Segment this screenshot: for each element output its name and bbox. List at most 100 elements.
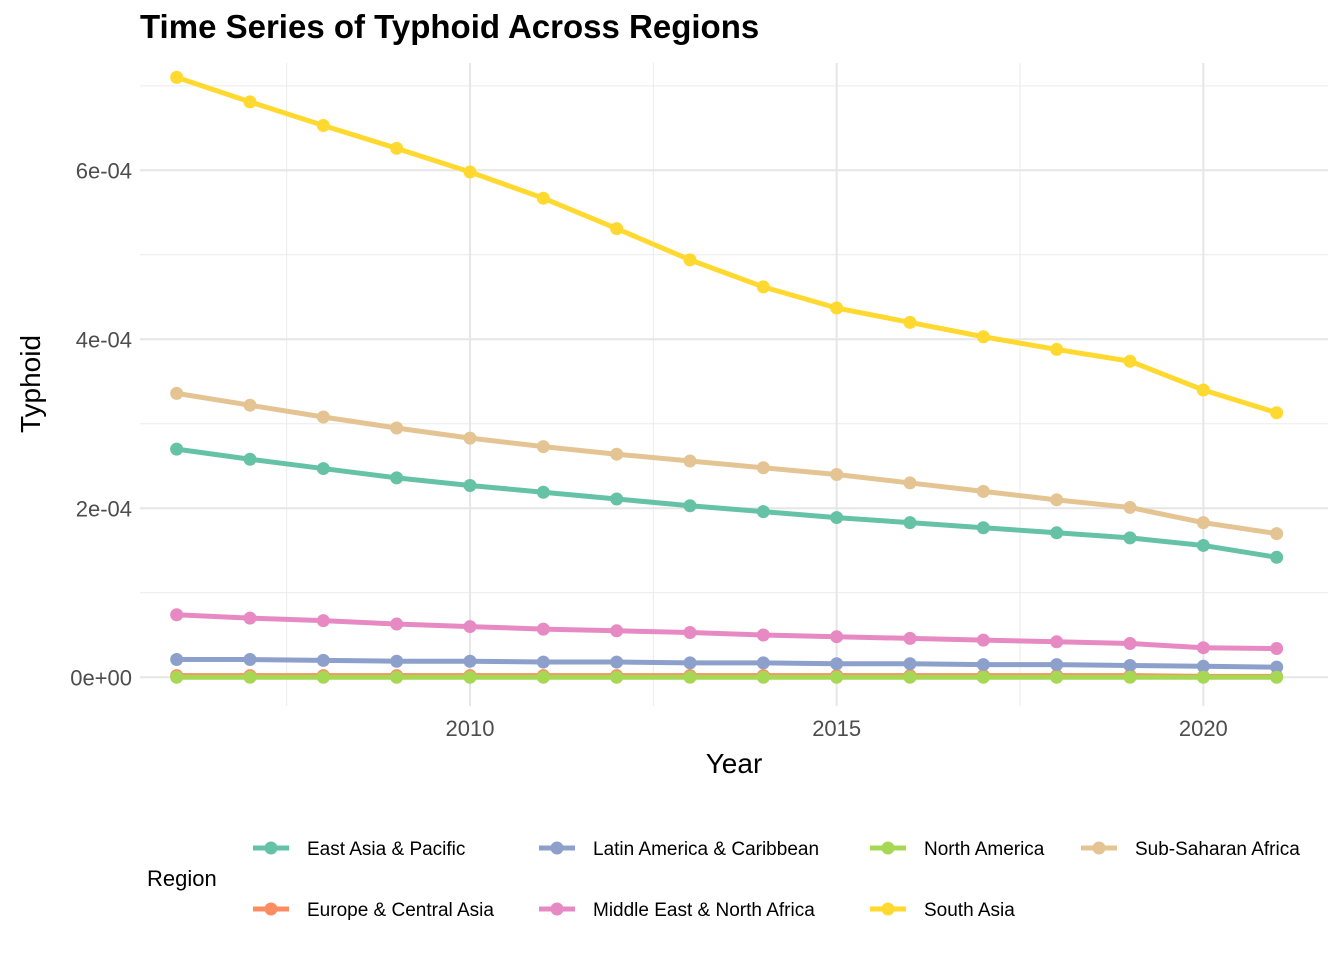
data-point (390, 471, 404, 485)
series-line (174, 74, 1280, 416)
data-point (1196, 670, 1210, 684)
data-point (536, 485, 550, 499)
data-point (976, 521, 990, 535)
legend-item: Europe & Central Asia (253, 900, 494, 921)
data-point (830, 511, 844, 525)
data-point (463, 478, 477, 492)
series-group (170, 386, 1284, 541)
data-point (170, 70, 184, 84)
data-point (1196, 516, 1210, 530)
data-point (536, 622, 550, 636)
legend-key-point (550, 841, 564, 855)
legend-label: Sub-Saharan Africa (1135, 839, 1300, 860)
data-point (683, 670, 697, 684)
data-point (170, 608, 184, 622)
data-point (756, 461, 770, 475)
legend-label: North America (924, 839, 1045, 860)
data-point (390, 421, 404, 435)
legend-item: North America (870, 839, 1045, 860)
data-point (683, 454, 697, 468)
legend-item: Latin America & Caribbean (539, 839, 819, 860)
data-point (976, 670, 990, 684)
data-point (1123, 500, 1137, 514)
data-point (1270, 670, 1284, 684)
data-point (243, 398, 257, 412)
data-point (903, 315, 917, 329)
legend-item: East Asia & Pacific (253, 839, 465, 860)
y-tick-label: 2e-04 (76, 496, 132, 521)
data-point (316, 119, 330, 133)
data-point (536, 670, 550, 684)
legend-label: East Asia & Pacific (307, 839, 465, 860)
data-point (536, 655, 550, 669)
y-axis-title: Typhoid (15, 335, 46, 433)
data-point (1196, 383, 1210, 397)
data-point (316, 410, 330, 424)
series-group (170, 670, 1284, 684)
data-point (536, 191, 550, 205)
data-point (316, 462, 330, 476)
data-point (830, 301, 844, 315)
legend-key-point (881, 841, 895, 855)
data-point (903, 516, 917, 530)
legend-key-point (264, 902, 278, 916)
data-point (830, 467, 844, 481)
data-point (610, 222, 624, 236)
data-point (756, 628, 770, 642)
data-point (610, 655, 624, 669)
chart-title: Time Series of Typhoid Across Regions (140, 8, 760, 45)
data-point (170, 670, 184, 684)
data-point (390, 617, 404, 631)
data-point (683, 253, 697, 267)
legend-item: Middle East & North Africa (539, 900, 815, 921)
data-point (1123, 670, 1137, 684)
data-point (976, 484, 990, 498)
data-point (830, 670, 844, 684)
data-point (463, 620, 477, 634)
legend-label: Latin America & Caribbean (593, 839, 819, 860)
series-lines (170, 70, 1284, 684)
data-point (1050, 342, 1064, 356)
series-line (174, 390, 1280, 537)
data-point (1270, 642, 1284, 656)
data-point (170, 653, 184, 667)
data-point (903, 670, 917, 684)
data-point (756, 505, 770, 519)
data-point (1196, 659, 1210, 673)
data-point (1123, 354, 1137, 368)
data-point (610, 670, 624, 684)
data-point (463, 670, 477, 684)
data-point (683, 499, 697, 513)
data-point (903, 657, 917, 671)
data-point (390, 141, 404, 155)
series-line (174, 612, 1280, 652)
series-group (170, 442, 1284, 564)
data-point (1123, 658, 1137, 672)
data-point (243, 95, 257, 109)
series-group (170, 70, 1284, 420)
data-point (170, 386, 184, 400)
data-point (756, 670, 770, 684)
data-point (1270, 660, 1284, 674)
legend-label: South Asia (924, 900, 1015, 921)
legend-item: South Asia (870, 900, 1015, 921)
legend: Region East Asia & Pacific Europe & Centr… (147, 839, 1300, 921)
y-tick-label: 4e-04 (76, 327, 132, 352)
data-point (1050, 658, 1064, 672)
data-point (1050, 635, 1064, 649)
grid-lines (140, 63, 1328, 706)
data-point (463, 654, 477, 668)
data-point (610, 447, 624, 461)
data-point (243, 452, 257, 466)
data-point (1050, 670, 1064, 684)
data-point (390, 654, 404, 668)
data-point (243, 611, 257, 625)
data-point (683, 625, 697, 639)
legend-key-point (1092, 841, 1106, 855)
legend-item: Sub-Saharan Africa (1081, 839, 1300, 860)
data-point (756, 280, 770, 294)
data-point (316, 614, 330, 628)
data-point (463, 165, 477, 179)
y-tick-label: 0e+00 (70, 665, 132, 690)
